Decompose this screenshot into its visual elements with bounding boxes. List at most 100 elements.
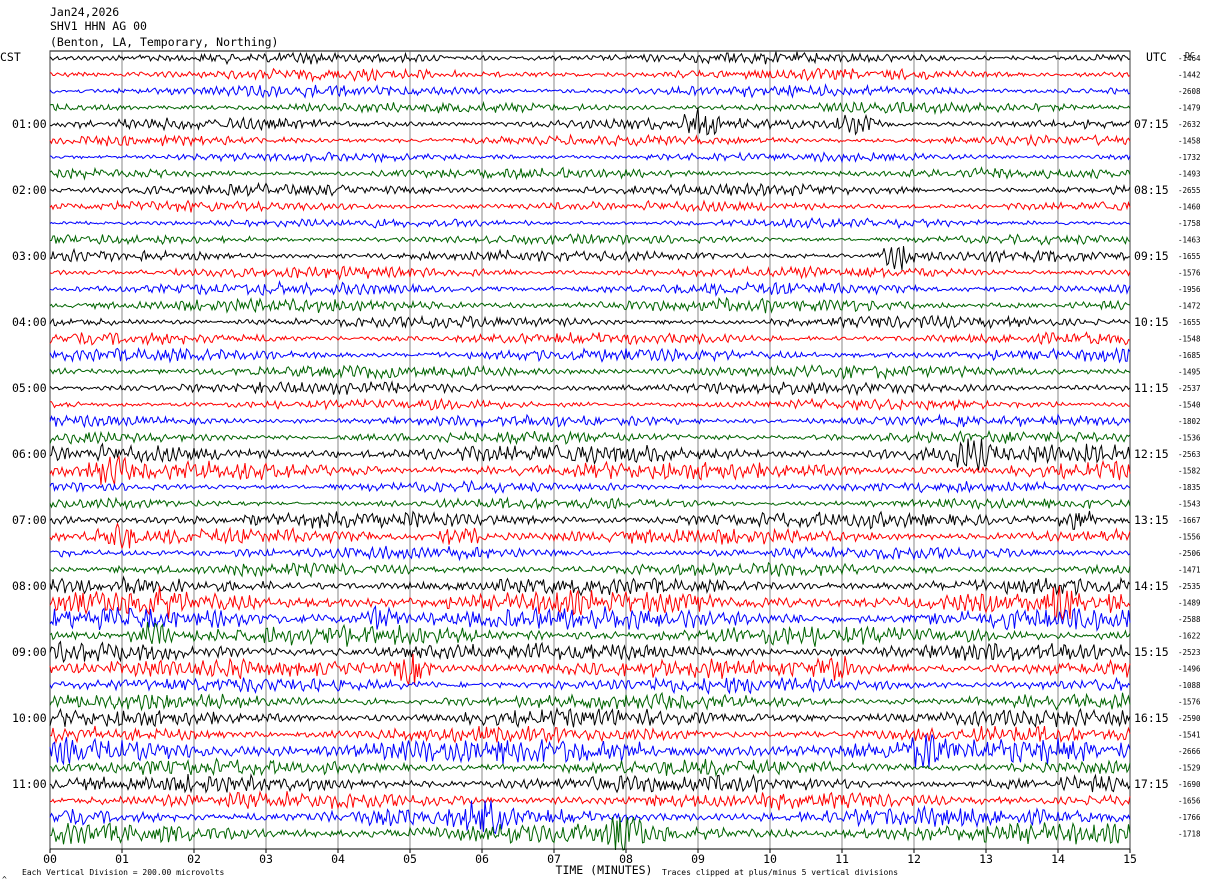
dc-offset-label: -2632: [1178, 120, 1201, 129]
left-hour-label: 08:00: [12, 579, 47, 593]
seismic-trace: [49, 496, 1131, 511]
dc-offset-label: -1766: [1178, 813, 1201, 822]
right-hour-label: 10:15: [1134, 315, 1169, 329]
trace-group: [49, 51, 1131, 851]
dc-offset-label: -2588: [1178, 615, 1201, 624]
dc-offset-label: -1442: [1178, 71, 1201, 80]
seismic-trace: [49, 51, 1131, 66]
clip-note: Traces clipped at plus/minus 5 vertical …: [662, 868, 898, 877]
x-tick-label: 06: [475, 852, 489, 866]
x-tick-label: 00: [43, 852, 57, 866]
seismic-trace: [49, 640, 1131, 664]
seismic-trace: [49, 217, 1131, 230]
seismic-trace: [49, 199, 1131, 213]
dc-offset-label: -2590: [1178, 714, 1201, 723]
left-hour-label: 07:00: [12, 513, 47, 527]
left-hour-labels: 01:00 02:00 03:00 04:00 05:00 06:00 07:00 08:00…: [12, 117, 47, 791]
dc-offset-label: -1802: [1178, 417, 1201, 426]
dc-offset-label: -1489: [1178, 599, 1201, 608]
dc-offset-label: -2523: [1178, 648, 1201, 657]
dc-offset-label: -1685: [1178, 351, 1201, 360]
right-hour-label: 12:15: [1134, 447, 1169, 461]
x-tick-label: 08: [619, 852, 633, 866]
location-label: (Benton, LA, Temporary, Northing): [50, 35, 278, 49]
seismic-trace: [49, 575, 1131, 597]
right-hour-label: 17:15: [1134, 777, 1169, 791]
seismic-trace: [49, 757, 1131, 778]
dc-offset-label: -1690: [1178, 780, 1201, 789]
left-hour-label: 09:00: [12, 645, 47, 659]
dc-offset-label: -2537: [1178, 384, 1201, 393]
dc-offset-label: -1835: [1178, 483, 1201, 492]
seismic-trace: [49, 676, 1131, 695]
seismic-trace: [49, 691, 1131, 712]
right-hour-label: 14:15: [1134, 579, 1169, 593]
seismic-trace: [49, 604, 1131, 632]
dc-offset-label: -1088: [1178, 681, 1201, 690]
right-hour-label: 13:15: [1134, 513, 1169, 527]
dc-offset-label: -2506: [1178, 549, 1201, 558]
left-timezone-label: CST: [0, 50, 21, 64]
x-tick-label: 10: [763, 852, 777, 866]
left-hour-label: 02:00: [12, 183, 47, 197]
right-timezone-label: UTC: [1146, 50, 1167, 64]
dc-offset-label: -1576: [1178, 269, 1201, 278]
right-hour-label: 07:15: [1134, 117, 1169, 131]
seismic-trace: [50, 790, 1131, 811]
seismic-trace: [49, 296, 1131, 314]
x-tick-label: 11: [835, 852, 849, 866]
left-hour-label: 01:00: [12, 117, 47, 131]
left-hour-label: 03:00: [12, 249, 47, 263]
seismic-trace: [49, 585, 1131, 621]
x-tick-label: 14: [1051, 852, 1065, 866]
dc-offset-label: -1493: [1178, 170, 1201, 179]
dc-offset-label: -1667: [1178, 516, 1201, 525]
seismic-trace: [49, 438, 1131, 471]
seismic-trace: [49, 380, 1131, 397]
dc-offset-label: -1556: [1178, 533, 1201, 542]
seismic-trace: [49, 561, 1131, 579]
x-axis-label: TIME (MINUTES): [556, 863, 653, 877]
dc-offset-label: -1463: [1178, 236, 1201, 245]
seismic-trace: [49, 413, 1131, 429]
x-tick-label: 05: [403, 852, 417, 866]
seismic-trace: [49, 800, 1131, 835]
dc-offset-label: -1576: [1178, 698, 1201, 707]
seismic-trace: [49, 233, 1131, 246]
dc-offset-label: -1582: [1178, 467, 1201, 476]
date-label: Jan24,2026: [50, 5, 119, 19]
seismic-trace: [49, 279, 1131, 297]
dc-offset-label: -1655: [1178, 318, 1201, 327]
dc-offset-label: -1543: [1178, 500, 1201, 509]
seismic-trace: [49, 510, 1131, 530]
x-tick-label: 15: [1123, 852, 1137, 866]
dc-offset-label: -1655: [1178, 252, 1201, 261]
right-hour-label: 16:15: [1134, 711, 1169, 725]
dc-offset-label: -2655: [1178, 186, 1201, 195]
right-hour-label: 09:15: [1134, 249, 1169, 263]
dc-offset-label: -1471: [1178, 566, 1201, 575]
x-tick-label: 12: [907, 852, 921, 866]
x-tick-label: 03: [259, 852, 273, 866]
seismic-trace: [49, 429, 1131, 446]
seismic-trace: [49, 166, 1131, 181]
x-tick-label: 07: [547, 852, 561, 866]
right-hour-labels: 07:15 08:15 09:15 10:15 11:15 12:15 13:15 14:15…: [1134, 117, 1169, 791]
seismic-trace: [49, 67, 1131, 83]
dc-offset-label: -1540: [1178, 401, 1201, 410]
left-hour-label: 04:00: [12, 315, 47, 329]
dc-offset-label: -1458: [1178, 137, 1201, 146]
dc-offset-label: -1956: [1178, 285, 1201, 294]
seismic-trace: [49, 83, 1131, 99]
seismic-trace: [49, 314, 1131, 330]
seismic-trace: [49, 621, 1131, 647]
seismic-trace: [49, 479, 1131, 495]
dc-offset-label: -2608: [1178, 87, 1201, 96]
corner-mark: ^: [2, 875, 7, 884]
left-hour-label: 10:00: [12, 711, 47, 725]
seismic-trace: [49, 455, 1131, 485]
x-tick-label: 04: [331, 852, 345, 866]
left-hour-label: 11:00: [12, 777, 47, 791]
left-hour-label: 05:00: [12, 381, 47, 395]
